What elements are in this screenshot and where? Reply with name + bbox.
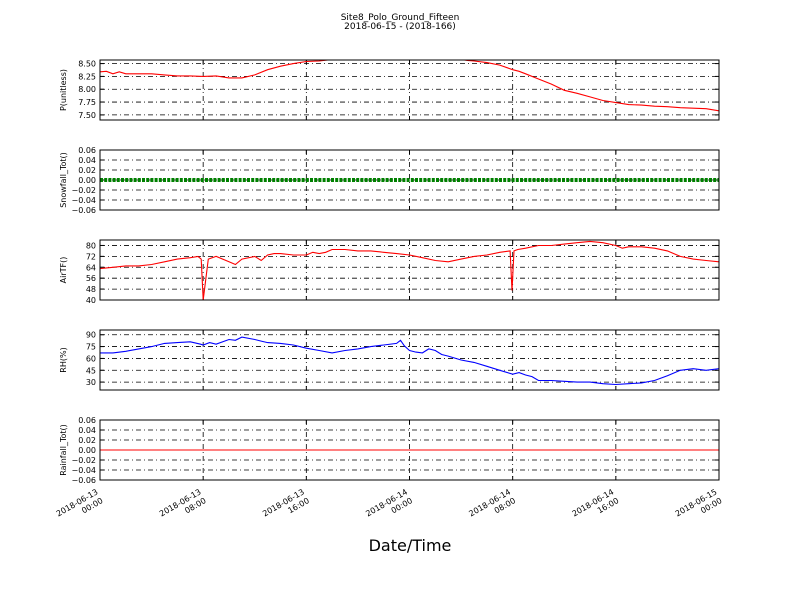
plot-frame: [99, 419, 720, 481]
y-tick-label: 64: [86, 263, 96, 272]
plot-frame: [99, 59, 720, 121]
y-tick-label: 45: [86, 366, 96, 375]
y-tick-label: −0.04: [71, 466, 96, 475]
panel-4: 30 45 60 75 90 RH(%): [59, 329, 720, 391]
y-tick-label: 0.04: [78, 426, 96, 435]
y-tick-label: 0.00: [78, 446, 96, 455]
y-tick-label: 8.50: [78, 60, 96, 69]
y-axis-label: Snowfall_Tot(): [59, 152, 68, 208]
plot-frame: [99, 149, 720, 211]
y-tick-label: −0.04: [71, 196, 96, 205]
y-tick-label: 7.50: [78, 111, 96, 120]
panels: 7.507.758.008.258.50P(unitless)−0.06−0.0…: [59, 59, 720, 485]
y-tick-label: 0.06: [78, 416, 96, 425]
chart-title: Site8_Polo_Ground_Fifteen: [341, 13, 460, 23]
y-tick-label: 7.75: [78, 98, 96, 107]
y-tick-label: 8.00: [78, 85, 96, 94]
y-tick-label: 48: [86, 285, 96, 294]
plot-frame: [99, 239, 720, 301]
y-tick-label: 0.02: [78, 166, 96, 175]
panel-5: −0.06−0.04−0.020.000.020.040.06 Rainfall_…: [59, 416, 720, 485]
panel-2: −0.06−0.04−0.020.000.020.040.06 Snowfall_…: [59, 146, 720, 215]
y-tick-label: 60: [86, 354, 96, 363]
y-axis-label: AirTF(): [59, 257, 68, 284]
chart-subtitle: 2018-06-15 - (2018-166): [344, 22, 456, 32]
series-line: [100, 336, 719, 386]
y-tick-label: −0.02: [71, 186, 96, 195]
y-tick-label: 0.00: [78, 176, 96, 185]
y-tick-label: 80: [86, 241, 96, 250]
y-tick-label: 75: [86, 343, 96, 352]
y-tick-label: −0.06: [71, 476, 96, 485]
panel-1: 7.50 7.75 8.00 8.25 8.50 P(unitless): [59, 59, 720, 121]
y-tick-label: 0.02: [78, 436, 96, 445]
panel-3: 40 48 56 64 72 80 AirTF(): [59, 239, 720, 305]
y-tick-label: 72: [86, 252, 96, 261]
y-axis-label: RH(%): [59, 347, 68, 372]
plot-frame: [99, 329, 720, 391]
series-line: [100, 60, 719, 112]
y-tick-label: 8.25: [78, 72, 96, 81]
y-tick-label: 30: [86, 378, 96, 387]
y-tick-label: 90: [86, 331, 96, 340]
y-axis-label: P(unitless): [59, 69, 68, 111]
y-tick-label: −0.02: [71, 456, 96, 465]
y-axis-label: Rainfall_Tot(): [59, 424, 68, 476]
y-tick-label: 0.04: [78, 156, 96, 165]
y-tick-label: 40: [86, 296, 96, 305]
x-axis-label: Date/Time: [369, 536, 452, 555]
y-tick-label: −0.06: [71, 206, 96, 215]
y-tick-label: 56: [86, 274, 96, 283]
y-tick-label: 0.06: [78, 146, 96, 155]
series-line: [100, 240, 719, 300]
